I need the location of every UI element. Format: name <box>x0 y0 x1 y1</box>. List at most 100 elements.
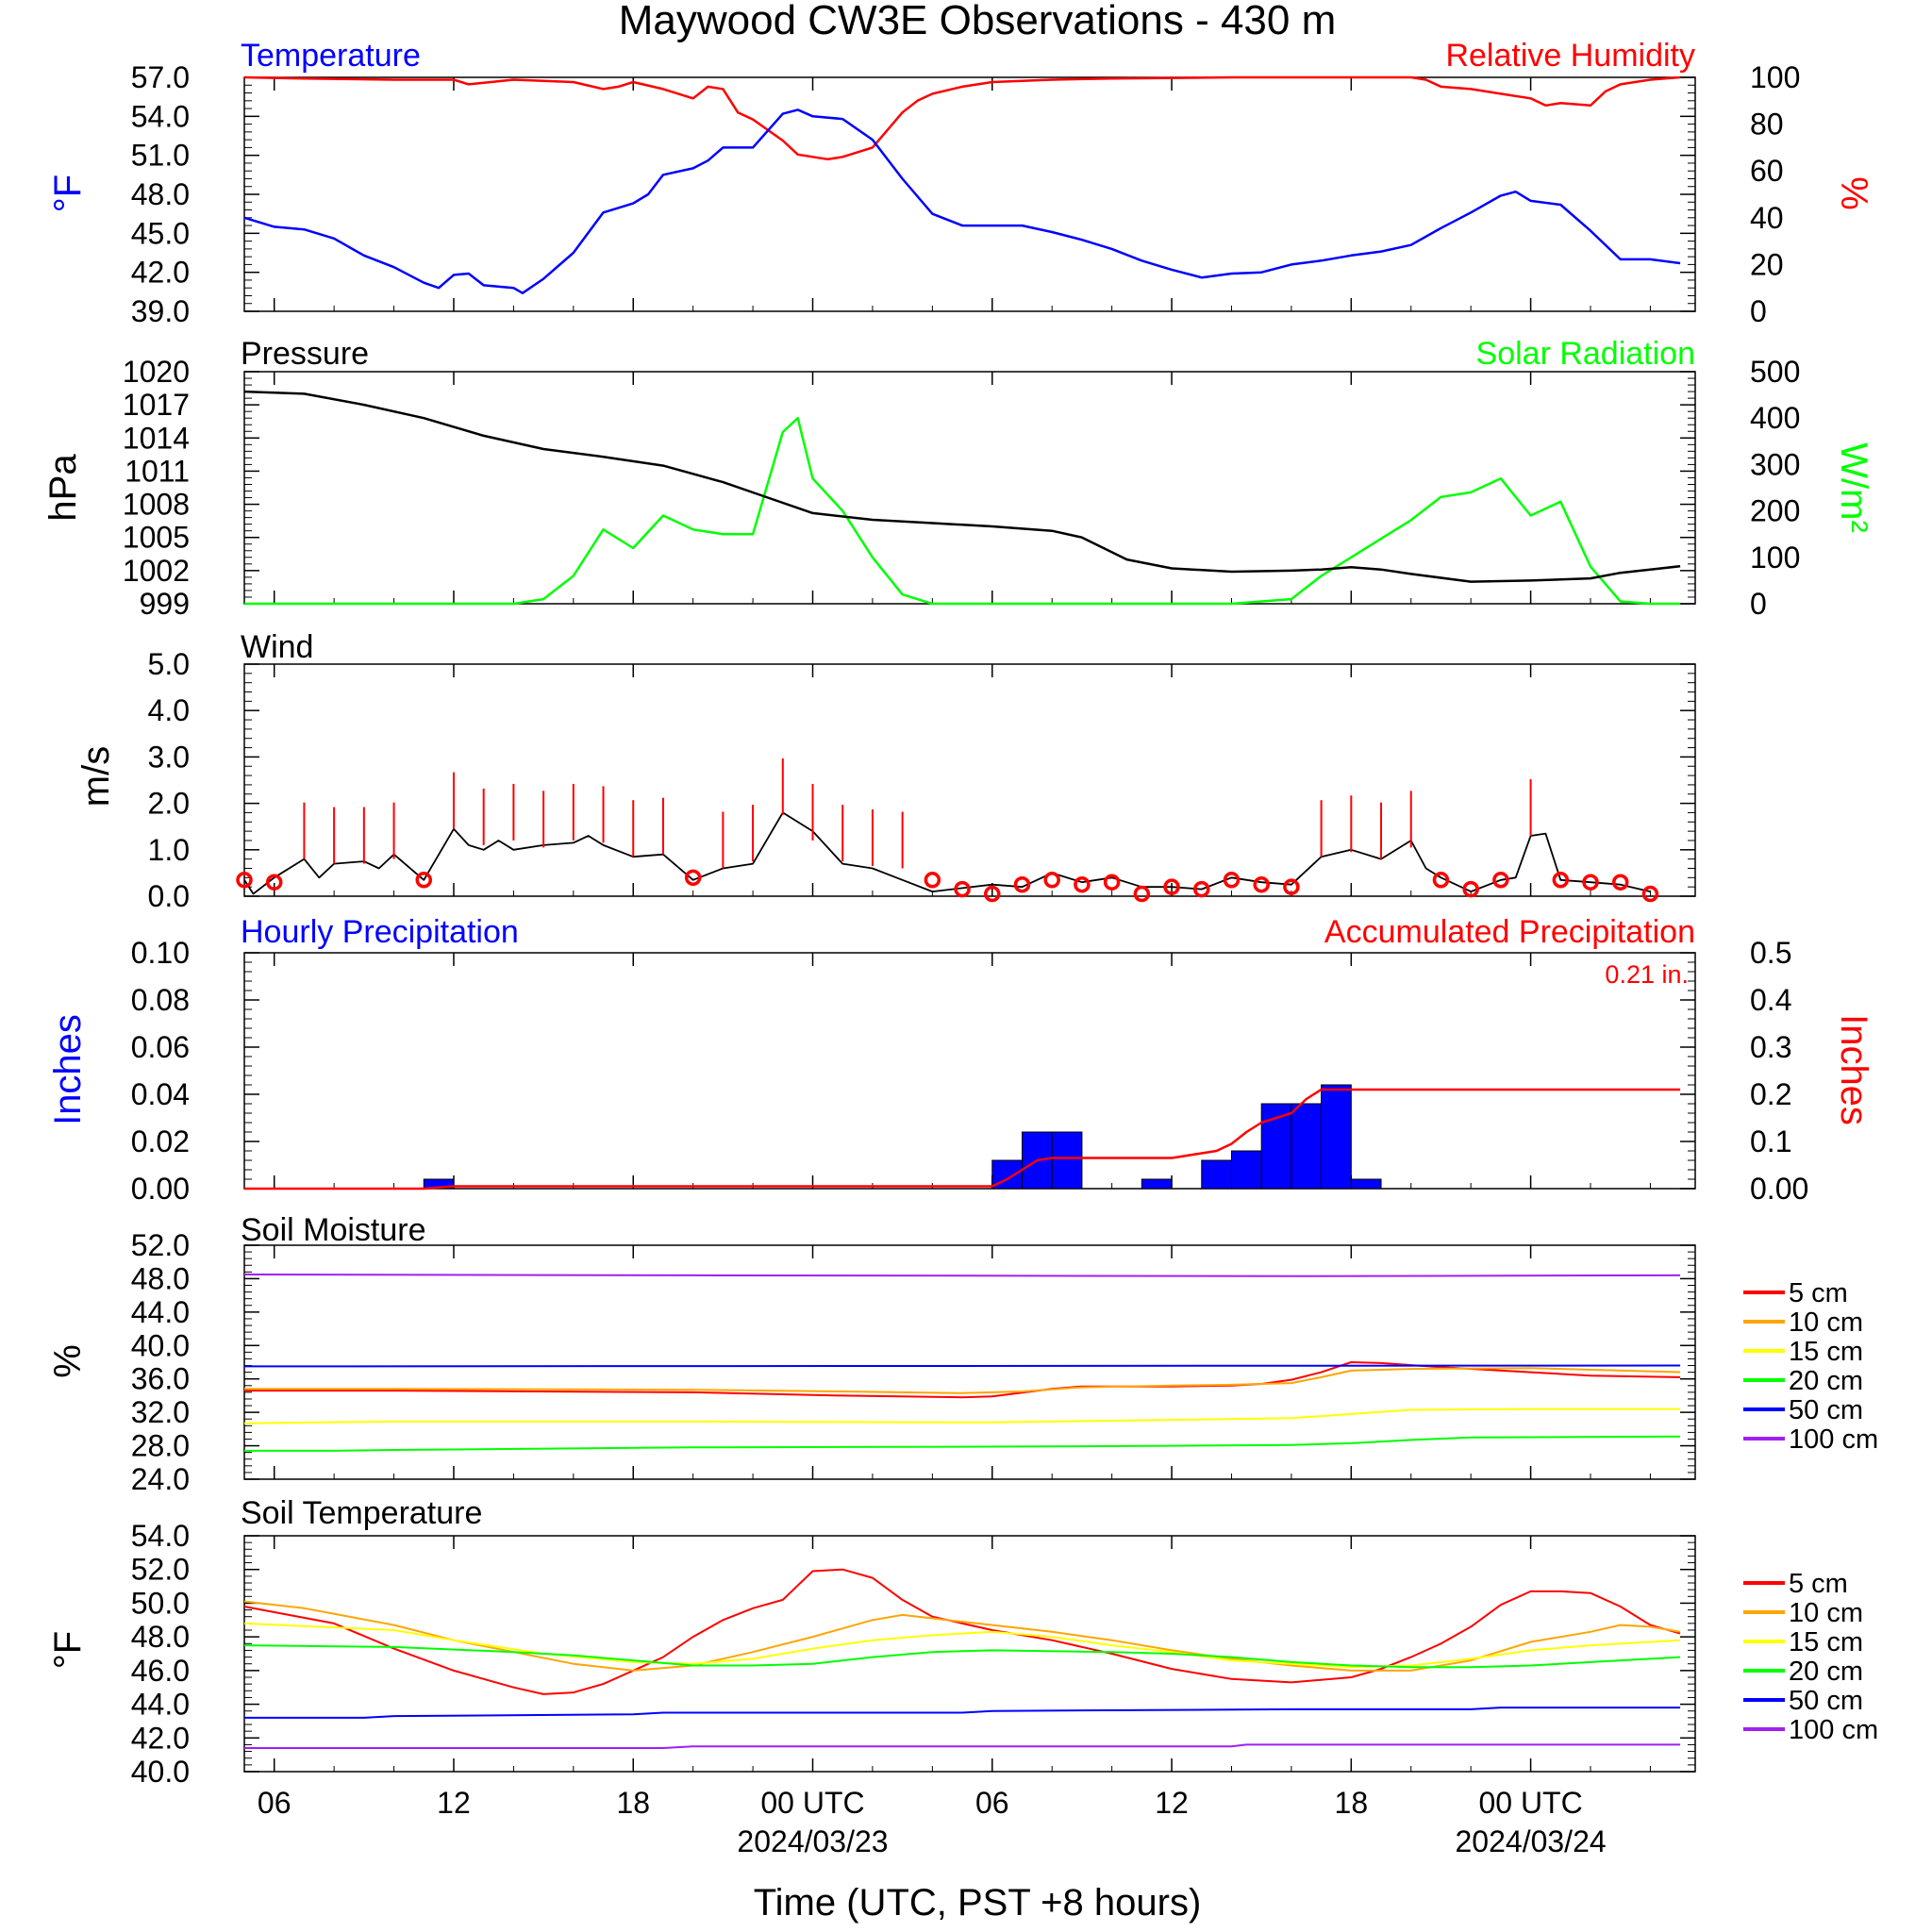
y-left-tick-label: 1020 <box>123 355 190 389</box>
y-left-tick-label: 1005 <box>123 521 190 555</box>
wind-speed-line <box>243 811 1651 895</box>
accum-precip-title: Accumulated Precipitation <box>1324 914 1695 950</box>
wind-calm-marker <box>1641 885 1659 903</box>
y-left-tick-label: 1008 <box>123 488 190 522</box>
wind-calm-marker <box>1074 875 1091 893</box>
y-left-tick-label: 42.0 <box>131 256 190 290</box>
precip-bar <box>1350 1178 1382 1190</box>
plot-layer: 57.054.051.048.045.042.039.0100806040200… <box>123 60 1878 1858</box>
wind-calm-marker <box>1193 880 1210 898</box>
soil-line-50cm <box>243 1364 1681 1368</box>
wind-title: Wind <box>241 629 313 665</box>
y-left-tick-label: 0.10 <box>131 936 190 970</box>
y-right-tick-label: 40 <box>1750 201 1784 235</box>
legend-label: 15 cm <box>1789 1627 1863 1657</box>
panel-frame-6 <box>243 1535 1696 1773</box>
y-left-tick-label: 0.04 <box>131 1077 190 1111</box>
wind-calm-marker <box>265 874 283 891</box>
legend-label: 50 cm <box>1789 1395 1863 1425</box>
y-left-tick-label: 24.0 <box>131 1462 190 1496</box>
wind-calm-marker <box>236 872 253 889</box>
wind-calm-marker <box>1223 872 1241 889</box>
wind-calm-marker <box>684 869 702 887</box>
y-left-tick-label: 36.0 <box>131 1362 190 1396</box>
temperature-line <box>243 108 1681 294</box>
pressure-line <box>243 390 1681 583</box>
y-left-tick-label: 0.00 <box>131 1172 190 1206</box>
y-left-tick-label: 1014 <box>123 421 190 455</box>
precip-bar <box>1141 1178 1173 1190</box>
panel-frame-4 <box>243 952 1696 1190</box>
solar-line <box>244 416 1681 606</box>
legend-label: 5 cm <box>1789 1278 1848 1308</box>
y-right-tick-label: 500 <box>1750 355 1800 389</box>
panel-frame-1 <box>243 76 1696 312</box>
soil-line-15cm <box>243 1407 1681 1424</box>
y-left-tick-label: 45.0 <box>131 216 190 250</box>
soil-moisture-title: Soil Moisture <box>241 1212 426 1248</box>
y-left-tick-label: 42.0 <box>131 1721 190 1755</box>
y-left-tick-label: 0.08 <box>131 983 190 1017</box>
wind-calm-marker <box>415 872 433 889</box>
wind-calm-marker <box>1103 874 1121 891</box>
wind-calm-marker <box>1163 878 1180 895</box>
panel-frame-3 <box>243 663 1696 897</box>
y-right-tick-label: 0 <box>1750 294 1767 328</box>
x-tick-date-label: 2024/03/24 <box>1456 1824 1607 1858</box>
panel-frame-2 <box>243 371 1696 605</box>
y-left-tick-label: 48.0 <box>131 1620 190 1654</box>
soil-line-50cm <box>244 1707 1681 1719</box>
y-right-tick-label: 80 <box>1750 108 1784 142</box>
temperature-title: Temperature <box>241 38 421 74</box>
chart-title: Maywood CW3E Observations - 430 m <box>619 0 1337 43</box>
y-left-tick-label: 40.0 <box>131 1328 190 1362</box>
y-left-tick-label: 54.0 <box>131 1519 190 1553</box>
wind-calm-marker <box>1133 885 1151 903</box>
soil-line-15cm <box>243 1622 1681 1669</box>
precip-right-unit-label: Inches <box>1833 1014 1874 1125</box>
y-left-tick-label: 0.02 <box>131 1124 190 1158</box>
y-right-tick-label: 300 <box>1750 447 1800 481</box>
humidity-line <box>243 75 1681 161</box>
x-tick-label: 18 <box>616 1786 650 1820</box>
legend-label: 10 cm <box>1789 1598 1863 1628</box>
legend-label: 100 cm <box>1789 1715 1878 1745</box>
y-left-tick-label: 44.0 <box>131 1295 190 1329</box>
accum-precip-line <box>244 1088 1681 1191</box>
soil-line-10cm <box>243 1600 1681 1672</box>
y-left-tick-label: 1002 <box>123 554 190 588</box>
hourly-precip-title: Hourly Precipitation <box>241 914 519 950</box>
legend-label: 20 cm <box>1789 1366 1863 1396</box>
y-left-tick-label: 2.0 <box>148 787 190 821</box>
precip-bar <box>1230 1150 1262 1190</box>
y-left-tick-label: 28.0 <box>131 1429 190 1463</box>
precip-total: 0.21 in. <box>1605 960 1689 989</box>
y-right-tick-label: 60 <box>1750 154 1784 188</box>
soil-line-5cm <box>243 1568 1681 1695</box>
temp-unit-label: °F <box>47 175 89 212</box>
precip-left-unit-label: Inches <box>47 1014 89 1125</box>
legend-label: 5 cm <box>1789 1569 1848 1599</box>
y-left-tick-label: 46.0 <box>131 1654 190 1688</box>
wind-calm-marker <box>1552 872 1570 889</box>
wind-calm-marker <box>1283 878 1300 895</box>
precip-bar <box>1051 1131 1083 1190</box>
y-left-tick-label: 0.0 <box>148 879 190 913</box>
soil-line-10cm <box>244 1367 1681 1394</box>
y-left-tick-label: 1017 <box>123 388 190 422</box>
legend-label: 100 cm <box>1789 1424 1878 1455</box>
y-left-tick-label: 5.0 <box>148 647 190 681</box>
wind-calm-marker <box>1582 874 1599 891</box>
soil-line-100cm <box>244 1743 1681 1749</box>
y-right-tick-label: 400 <box>1750 401 1800 435</box>
x-tick-date-label: 2024/03/23 <box>737 1824 888 1858</box>
x-tick-label: 00 UTC <box>760 1786 864 1820</box>
y-left-tick-label: 1011 <box>125 454 190 488</box>
y-left-tick-label: 54.0 <box>131 99 190 133</box>
rh-unit-label: % <box>1833 176 1874 210</box>
x-axis-label: Time (UTC, PST +8 hours) <box>754 1882 1202 1924</box>
y-right-tick-label: 100 <box>1750 541 1800 575</box>
x-tick-label: 18 <box>1335 1786 1369 1820</box>
soil-temp-unit-label: °F <box>47 1631 89 1669</box>
y-left-tick-label: 3.0 <box>148 740 190 774</box>
